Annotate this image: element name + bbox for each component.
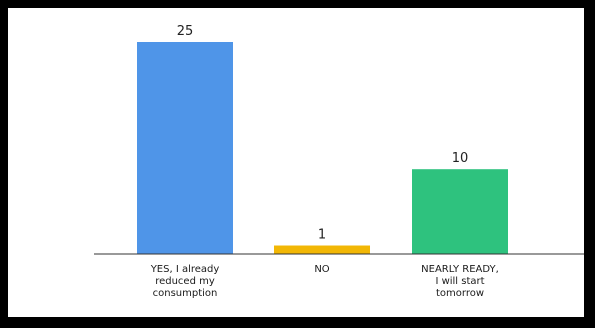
bar-chart: 25 1 10 YES, I already reduced my consumptio… [94,24,584,299]
category-label-3: NEARLY READY, I will start tomorrow [421,264,499,299]
category-label-1: YES, I already reduced my consumption [150,264,220,299]
value-label-1: 25 [177,24,194,39]
category-labels-group: YES, I already reduced my consumption NO NEA… [150,264,499,299]
chart-panel: 25 1 10 YES, I already reduced my consumptio… [8,8,584,317]
bar-2 [274,245,370,254]
category-label-2: NO [314,264,329,275]
bar-3 [412,169,508,254]
value-labels-group: 25 1 10 [177,24,469,243]
value-label-3: 10 [452,151,469,166]
value-label-2: 1 [318,228,326,243]
bar-1 [137,42,233,254]
bars-group [137,42,508,254]
